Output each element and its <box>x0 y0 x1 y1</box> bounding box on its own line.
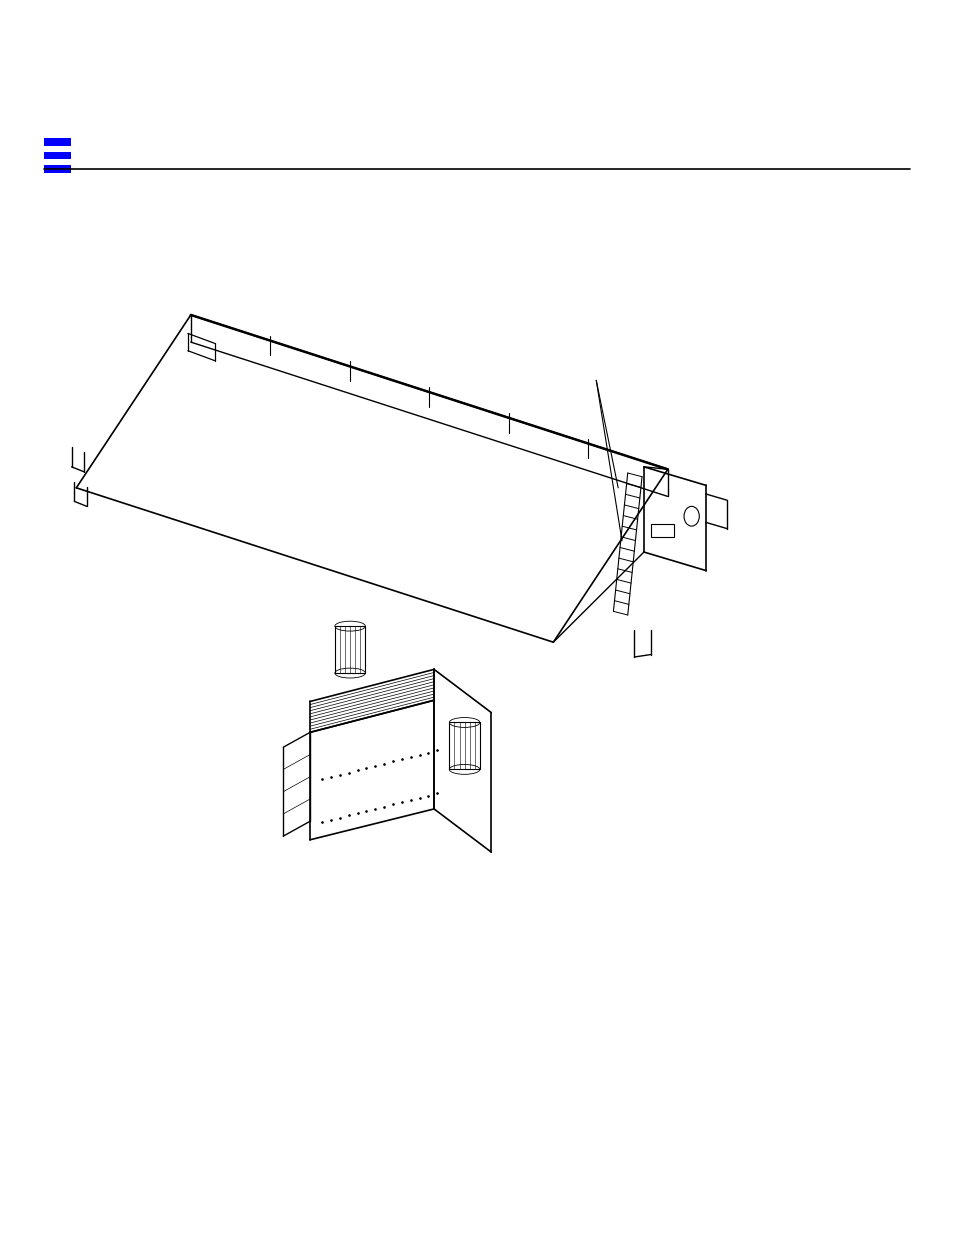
Bar <box>335 626 365 673</box>
Bar <box>449 722 479 769</box>
Bar <box>650 524 674 537</box>
Bar <box>44 138 71 146</box>
Bar <box>44 165 71 173</box>
Bar <box>44 152 71 159</box>
